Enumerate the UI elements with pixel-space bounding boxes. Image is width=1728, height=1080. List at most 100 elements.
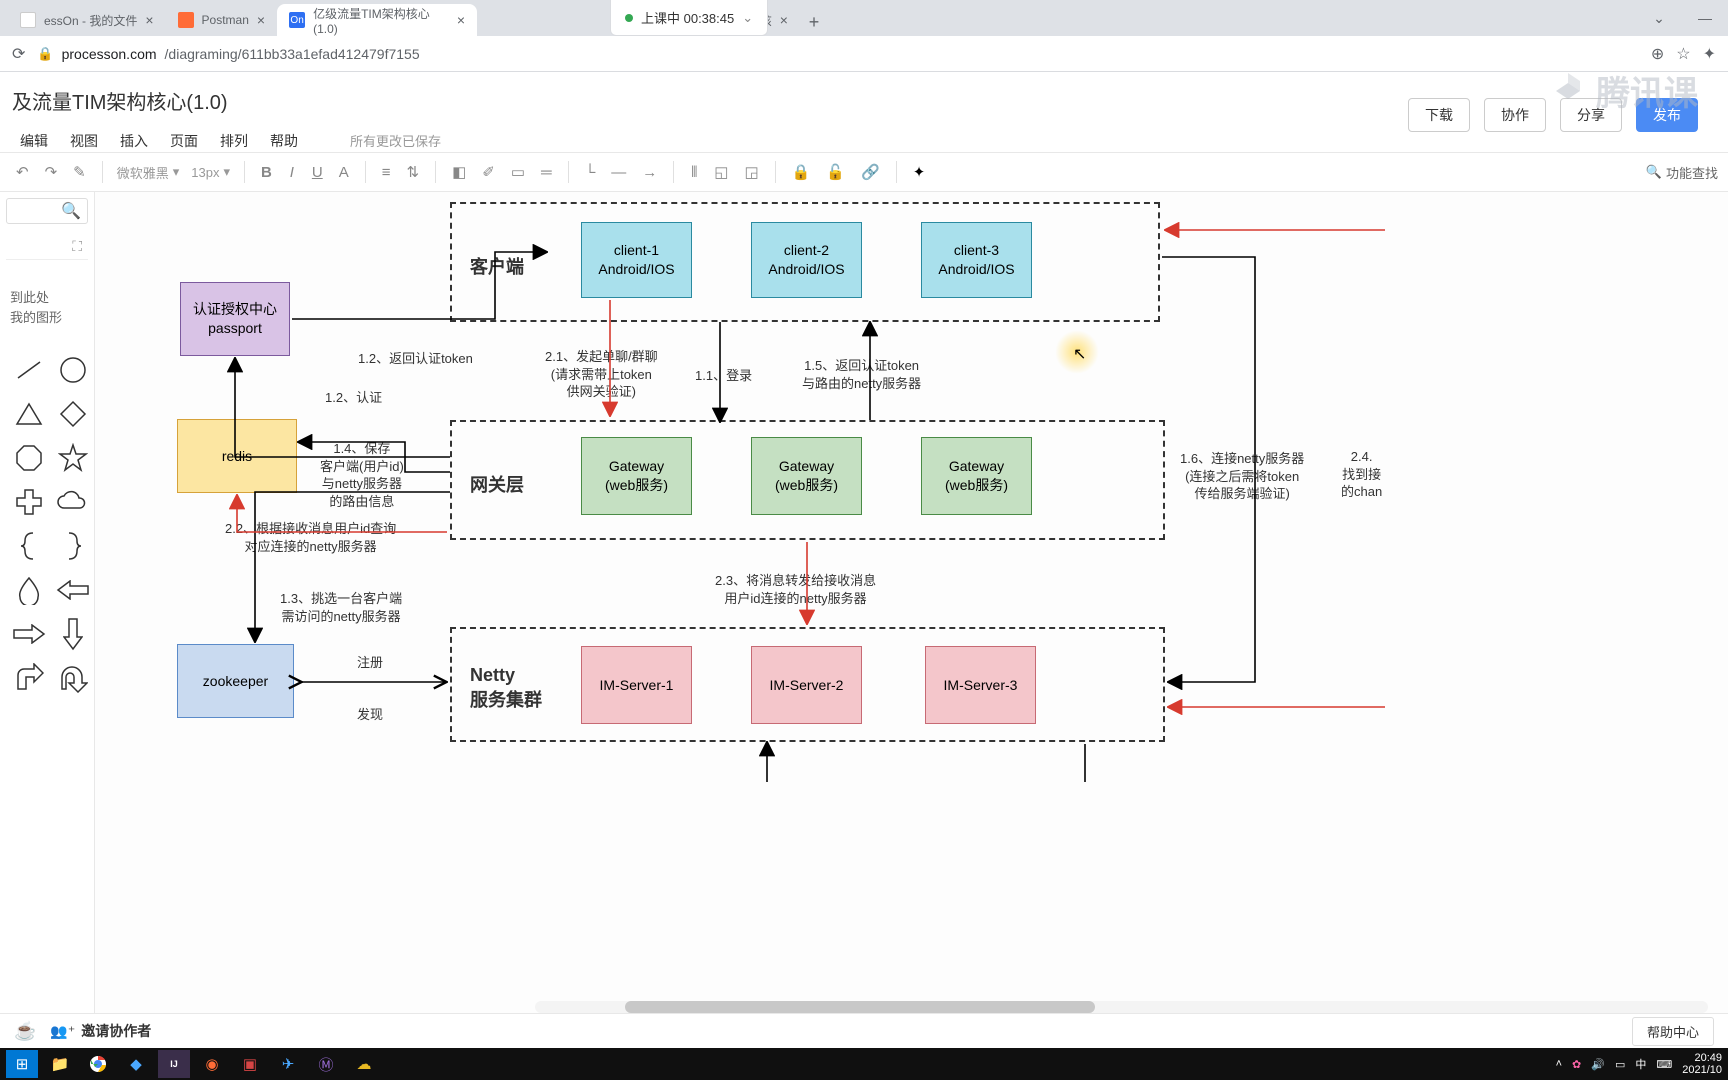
arrow-style-icon[interactable]: → <box>636 160 663 185</box>
task-app-icon[interactable]: ▣ <box>234 1050 266 1078</box>
magic-icon[interactable]: ✦ <box>907 159 932 185</box>
line-height-icon[interactable]: ⇅ <box>400 159 425 185</box>
bring-front-icon[interactable]: ◱ <box>708 159 734 185</box>
text-color-icon[interactable]: A <box>333 160 355 185</box>
start-icon[interactable]: ⊞ <box>6 1050 38 1078</box>
menu-insert[interactable]: 插入 <box>120 131 148 151</box>
node-redis[interactable]: redis <box>177 419 297 493</box>
search-icon[interactable]: 🔍 <box>1646 164 1662 180</box>
align-icon[interactable]: ≡ <box>376 160 397 185</box>
extension-icon[interactable]: ✦ <box>1703 44 1716 64</box>
chevron-down-icon[interactable]: ⌄ <box>742 10 753 26</box>
node-client1[interactable]: client-1Android/IOS <box>581 222 692 298</box>
close-icon[interactable]: × <box>257 12 265 28</box>
zoom-icon[interactable]: ⊕ <box>1651 44 1664 64</box>
connector-icon[interactable]: └ <box>579 160 602 185</box>
node-gw1[interactable]: Gateway(web服务) <box>581 437 692 515</box>
italic-icon[interactable]: I <box>282 160 302 185</box>
url-field[interactable]: 🔒 processon.com/diagraming/611bb33a1efad… <box>37 46 1638 62</box>
browser-tab-active[interactable]: On 亿级流量TIM架构核心(1.0) × <box>277 4 477 36</box>
chrome-icon[interactable] <box>82 1050 114 1078</box>
underline-icon[interactable]: U <box>306 160 329 185</box>
shape-cloud[interactable] <box>56 485 90 519</box>
node-im3[interactable]: IM-Server-3 <box>925 646 1036 724</box>
line-style-icon[interactable]: — <box>605 160 632 185</box>
explorer-icon[interactable]: 📁 <box>44 1050 76 1078</box>
reload-icon[interactable]: ⟳ <box>12 44 25 64</box>
tray-icon[interactable]: ⌨ <box>1656 1058 1672 1071</box>
node-im2[interactable]: IM-Server-2 <box>751 646 862 724</box>
browser-tab[interactable]: Postman × <box>166 4 278 36</box>
shape-octagon[interactable] <box>12 441 46 475</box>
shape-plus[interactable] <box>12 485 46 519</box>
menu-page[interactable]: 页面 <box>170 131 198 151</box>
shape-drop[interactable] <box>12 573 46 607</box>
expand-icon[interactable]: ⛶ <box>6 234 88 260</box>
toolbar-search-label[interactable]: 功能查找 <box>1666 163 1718 182</box>
close-icon[interactable]: × <box>145 12 153 28</box>
menu-arrange[interactable]: 排列 <box>220 131 248 151</box>
browser-tab[interactable]: essOn - 我的文件 × <box>8 4 166 36</box>
download-button[interactable]: 下载 <box>1408 98 1470 132</box>
undo-icon[interactable]: ↶ <box>10 159 35 185</box>
send-back-icon[interactable]: ◲ <box>738 159 764 185</box>
task-app-icon[interactable]: ◆ <box>120 1050 152 1078</box>
intellij-icon[interactable]: IJ <box>158 1050 190 1078</box>
canvas[interactable]: 客户端网关层Netty服务集群认证授权中心passportrediszookee… <box>95 192 1728 1013</box>
close-icon[interactable]: × <box>457 12 465 28</box>
close-icon[interactable]: × <box>780 12 788 28</box>
menu-edit[interactable]: 编辑 <box>20 131 48 151</box>
task-app-icon[interactable]: ◉ <box>196 1050 228 1078</box>
minimize-icon[interactable]: — <box>1682 0 1728 36</box>
task-app-icon[interactable]: Ⓜ <box>310 1050 342 1078</box>
lock-icon[interactable]: 🔒 <box>786 159 817 185</box>
font-size-select[interactable]: 13px ▾ <box>187 162 234 182</box>
clock-time[interactable]: 20:49 <box>1682 1052 1722 1064</box>
menu-view[interactable]: 视图 <box>70 131 98 151</box>
shape-arrow-u[interactable] <box>56 661 90 695</box>
shape-brace-r[interactable] <box>56 529 90 563</box>
node-gw2[interactable]: Gateway(web服务) <box>751 437 862 515</box>
help-center-button[interactable]: 帮助中心 <box>1632 1017 1714 1046</box>
task-app-icon[interactable]: ✈ <box>272 1050 304 1078</box>
java-icon[interactable]: ☕ <box>14 1021 36 1042</box>
node-im1[interactable]: IM-Server-1 <box>581 646 692 724</box>
scrollbar-thumb[interactable] <box>625 1001 1095 1013</box>
node-passport[interactable]: 认证授权中心passport <box>180 282 290 356</box>
task-app-icon[interactable]: ☁ <box>348 1050 380 1078</box>
unlock-icon[interactable]: 🔓 <box>820 159 851 185</box>
node-zookeeper[interactable]: zookeeper <box>177 644 294 718</box>
star-icon[interactable]: ☆ <box>1676 44 1690 64</box>
clock-date[interactable]: 2021/10 <box>1682 1064 1722 1076</box>
shape-diamond[interactable] <box>56 397 90 431</box>
shape-arrow-down[interactable] <box>56 617 90 651</box>
recording-indicator[interactable]: 上课中 00:38:45 ⌄ <box>610 0 768 36</box>
border-width-icon[interactable]: ═ <box>535 160 558 185</box>
tray-icon[interactable]: ▭ <box>1615 1058 1625 1071</box>
shape-arrow-left[interactable] <box>56 573 90 607</box>
align-objects-icon[interactable]: ⫴ <box>684 160 704 185</box>
shape-search[interactable]: 🔍 <box>6 198 88 224</box>
format-painter-icon[interactable]: ✎ <box>67 159 92 185</box>
fill-color-icon[interactable]: ◧ <box>446 159 472 185</box>
border-style-icon[interactable]: ▭ <box>505 159 531 185</box>
new-tab-button[interactable]: + <box>800 8 828 36</box>
tray-chevron-icon[interactable]: ˄ <box>1556 1058 1562 1070</box>
shape-star[interactable] <box>56 441 90 475</box>
shape-line[interactable] <box>12 353 46 387</box>
document-title[interactable]: 及流量TIM架构核心(1.0) <box>8 80 453 121</box>
border-color-icon[interactable]: ✐ <box>476 159 501 185</box>
node-client2[interactable]: client-2Android/IOS <box>751 222 862 298</box>
ime-indicator[interactable]: 中 <box>1635 1056 1646 1072</box>
collab-button[interactable]: 协作 <box>1484 98 1546 132</box>
shape-triangle[interactable] <box>12 397 46 431</box>
redo-icon[interactable]: ↷ <box>39 159 64 185</box>
node-gw3[interactable]: Gateway(web服务) <box>921 437 1032 515</box>
shape-circle[interactable] <box>56 353 90 387</box>
font-family-select[interactable]: 微软雅黑 ▾ <box>113 161 184 184</box>
shape-brace-l[interactable] <box>12 529 46 563</box>
horizontal-scrollbar[interactable] <box>535 1001 1708 1013</box>
menu-help[interactable]: 帮助 <box>270 131 298 151</box>
invite-collab-button[interactable]: 👥⁺ 邀请协作者 <box>50 1021 151 1041</box>
shape-arrow-turn[interactable] <box>12 661 46 695</box>
